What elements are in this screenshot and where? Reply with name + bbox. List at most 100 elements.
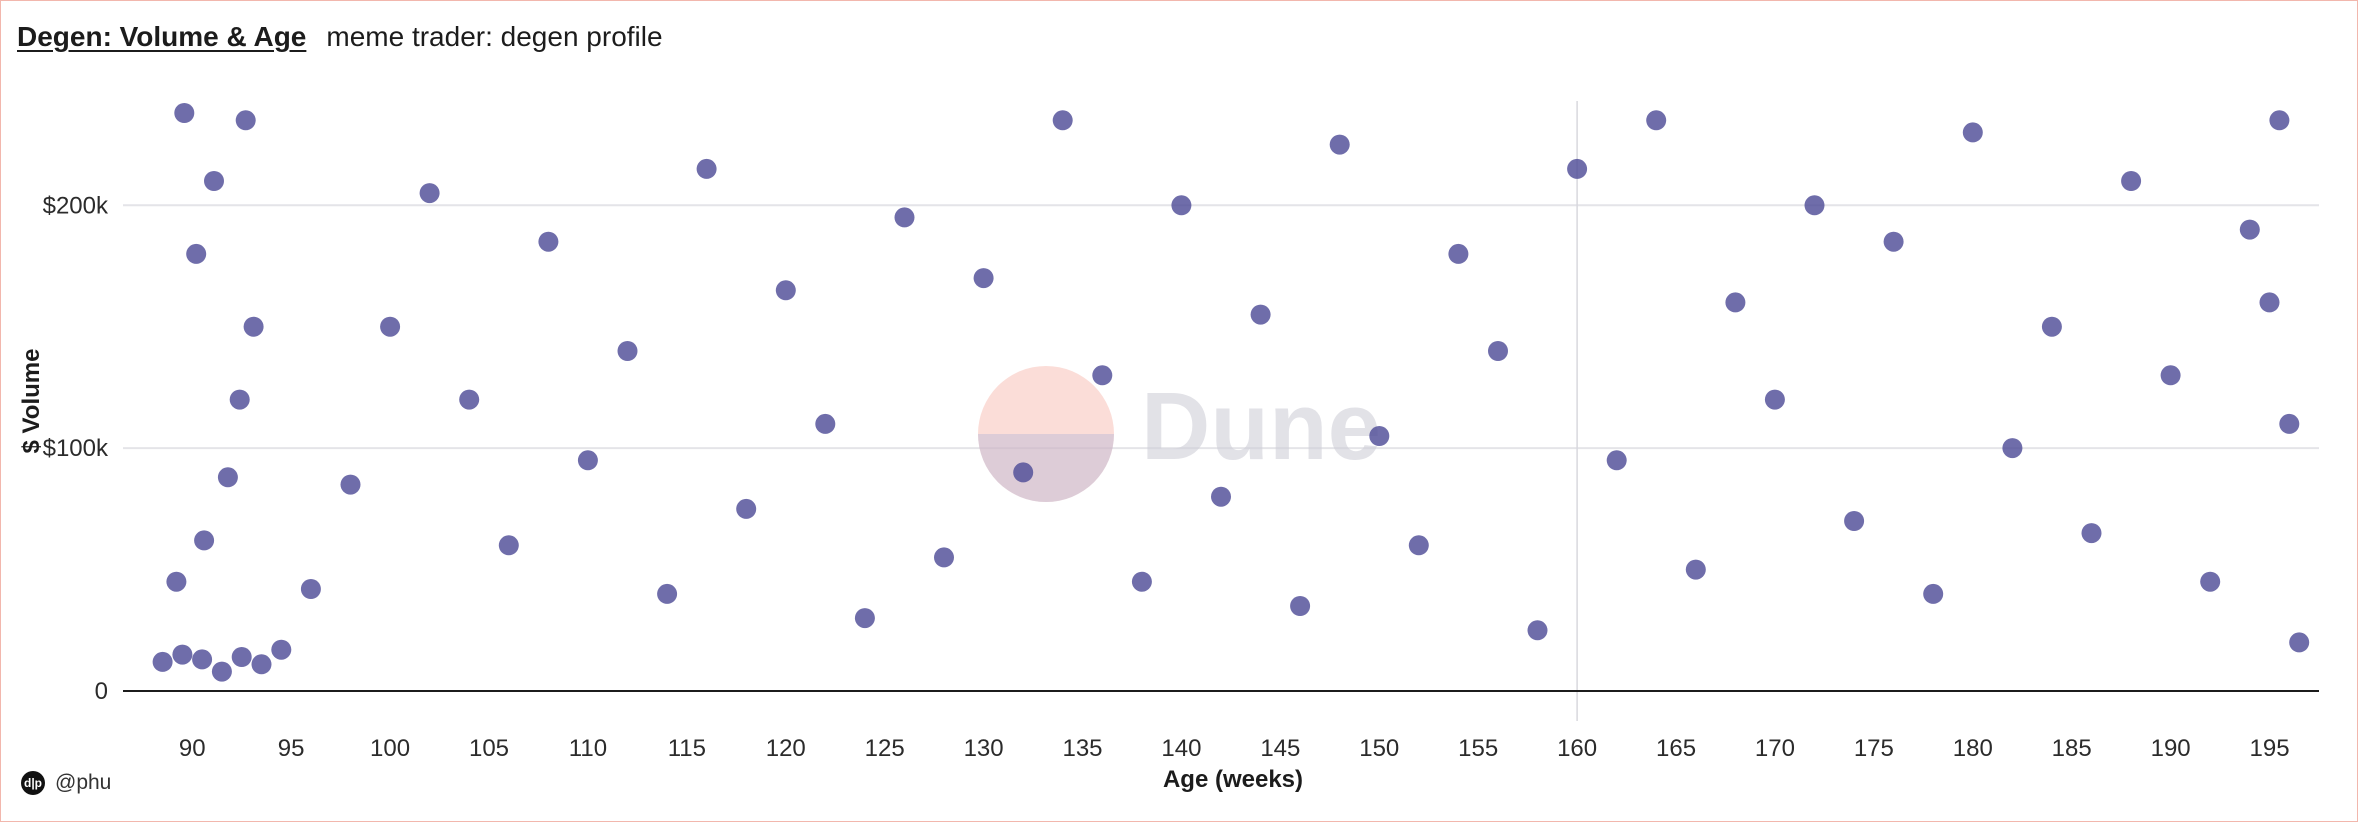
- y-axis-label: $ Volume: [18, 349, 45, 454]
- scatter-point[interactable]: [1923, 583, 1944, 604]
- scatter-point[interactable]: [1092, 365, 1113, 386]
- scatter-point[interactable]: [2239, 219, 2260, 240]
- author-avatar-icon: d|p: [21, 771, 45, 795]
- scatter-point[interactable]: [1013, 462, 1034, 483]
- scatter-point[interactable]: [973, 268, 994, 289]
- chart-subtitle: meme trader: degen profile: [326, 21, 663, 52]
- scatter-point[interactable]: [736, 498, 757, 519]
- scatter-point[interactable]: [1369, 426, 1390, 446]
- scatter-point[interactable]: [854, 608, 875, 629]
- tick-labels: 90 95 100 105 110 115 120 125 130 135 140 145 150 155…: [43, 192, 2290, 762]
- x-tick-label: 100: [370, 735, 410, 762]
- scatter-point[interactable]: [1527, 620, 1548, 641]
- scatter-point[interactable]: [204, 171, 224, 191]
- scatter-point[interactable]: [1408, 535, 1429, 556]
- scatter-point[interactable]: [300, 579, 321, 599]
- scatter-point[interactable]: [231, 647, 252, 667]
- x-tick-label: 185: [2052, 735, 2092, 762]
- scatter-point[interactable]: [1448, 243, 1469, 264]
- scatter-point[interactable]: [152, 651, 173, 672]
- chart-title-link[interactable]: Degen: Volume & Age: [17, 21, 307, 52]
- scatter-point[interactable]: [1962, 122, 1983, 143]
- x-tick-label: 130: [964, 735, 1004, 762]
- scatter-point[interactable]: [186, 243, 207, 264]
- scatter-point[interactable]: [1725, 292, 1746, 313]
- scatter-point[interactable]: [1131, 571, 1152, 592]
- watermark-logo-bottom: [978, 434, 1114, 502]
- scatter-point[interactable]: [498, 535, 519, 556]
- scatter-point[interactable]: [2279, 413, 2300, 434]
- scatter-point[interactable]: [459, 389, 480, 410]
- scatter-point[interactable]: [1764, 389, 1785, 410]
- scatter-point[interactable]: [1606, 450, 1627, 471]
- y-tick-label: $100k: [43, 435, 109, 462]
- x-tick-label: 170: [1755, 735, 1795, 762]
- x-tick-label: 95: [278, 735, 305, 762]
- scatter-point[interactable]: [934, 547, 954, 568]
- dune-watermark: Dune: [978, 366, 1381, 502]
- scatter-point[interactable]: [340, 474, 361, 495]
- scatter-point[interactable]: [1844, 511, 1865, 531]
- scatter-point[interactable]: [419, 183, 440, 204]
- scatter-point[interactable]: [2041, 316, 2062, 337]
- scatter-point[interactable]: [2269, 110, 2290, 131]
- scatter-point[interactable]: [1804, 195, 1825, 216]
- scatter-point[interactable]: [2002, 438, 2023, 459]
- scatter-point[interactable]: [1052, 110, 1073, 131]
- scatter-point[interactable]: [1329, 134, 1350, 155]
- x-tick-label: 180: [1953, 735, 1993, 762]
- scatter-point[interactable]: [775, 280, 796, 301]
- scatter-point[interactable]: [2121, 171, 2142, 191]
- scatter-point[interactable]: [1567, 158, 1588, 179]
- x-tick-label: 140: [1161, 735, 1201, 762]
- scatter-point[interactable]: [192, 649, 213, 670]
- scatter-point[interactable]: [2200, 571, 2221, 592]
- scatter-point[interactable]: [2289, 632, 2310, 653]
- x-tick-label: 145: [1260, 735, 1300, 762]
- scatter-point[interactable]: [1290, 596, 1311, 616]
- scatter-point[interactable]: [577, 450, 598, 471]
- x-tick-label: 160: [1557, 735, 1597, 762]
- scatter-point[interactable]: [1171, 195, 1192, 216]
- watermark-logo-top: [978, 366, 1114, 502]
- scatter-point[interactable]: [2160, 365, 2181, 386]
- scatter-point[interactable]: [243, 316, 264, 337]
- scatter-point[interactable]: [815, 413, 836, 434]
- scatter-point[interactable]: [617, 341, 638, 361]
- scatter-point[interactable]: [538, 231, 559, 252]
- x-tick-label: 190: [2151, 735, 2191, 762]
- x-tick-label: 90: [179, 735, 206, 762]
- scatter-point[interactable]: [1685, 559, 1706, 580]
- scatter-point[interactable]: [235, 110, 256, 131]
- scatter-point[interactable]: [2259, 292, 2280, 313]
- scatter-point[interactable]: [894, 207, 915, 228]
- scatter-point[interactable]: [251, 654, 272, 675]
- scatter-point[interactable]: [1488, 341, 1508, 361]
- scatter-point[interactable]: [657, 583, 678, 604]
- author-handle[interactable]: @phu: [55, 771, 112, 794]
- scatter-point[interactable]: [174, 103, 195, 123]
- scatter-point[interactable]: [271, 639, 292, 660]
- scatter-point[interactable]: [172, 644, 193, 665]
- scatter-point[interactable]: [1883, 231, 1904, 252]
- x-tick-label: 175: [1854, 735, 1894, 762]
- scatter-point[interactable]: [1646, 110, 1667, 131]
- scatter-point[interactable]: [380, 316, 401, 337]
- x-tick-label: 125: [865, 735, 905, 762]
- scatter-point[interactable]: [1250, 304, 1271, 325]
- x-tick-label: 110: [569, 735, 607, 762]
- scatter-point[interactable]: [211, 661, 232, 682]
- x-axis-label: Age (weeks): [1163, 766, 1303, 793]
- scatter-point[interactable]: [166, 571, 187, 592]
- scatter-point[interactable]: [696, 158, 717, 179]
- scatter-point[interactable]: [194, 530, 215, 551]
- x-tick-label: 195: [2250, 735, 2290, 762]
- x-tick-label: 155: [1458, 735, 1498, 762]
- chart-header: Degen: Volume & Age meme trader: degen p…: [17, 17, 663, 57]
- scatter-point[interactable]: [217, 467, 238, 488]
- scatter-point[interactable]: [229, 389, 250, 410]
- scatter-point[interactable]: [2081, 523, 2102, 544]
- scatter-point[interactable]: [1211, 486, 1231, 507]
